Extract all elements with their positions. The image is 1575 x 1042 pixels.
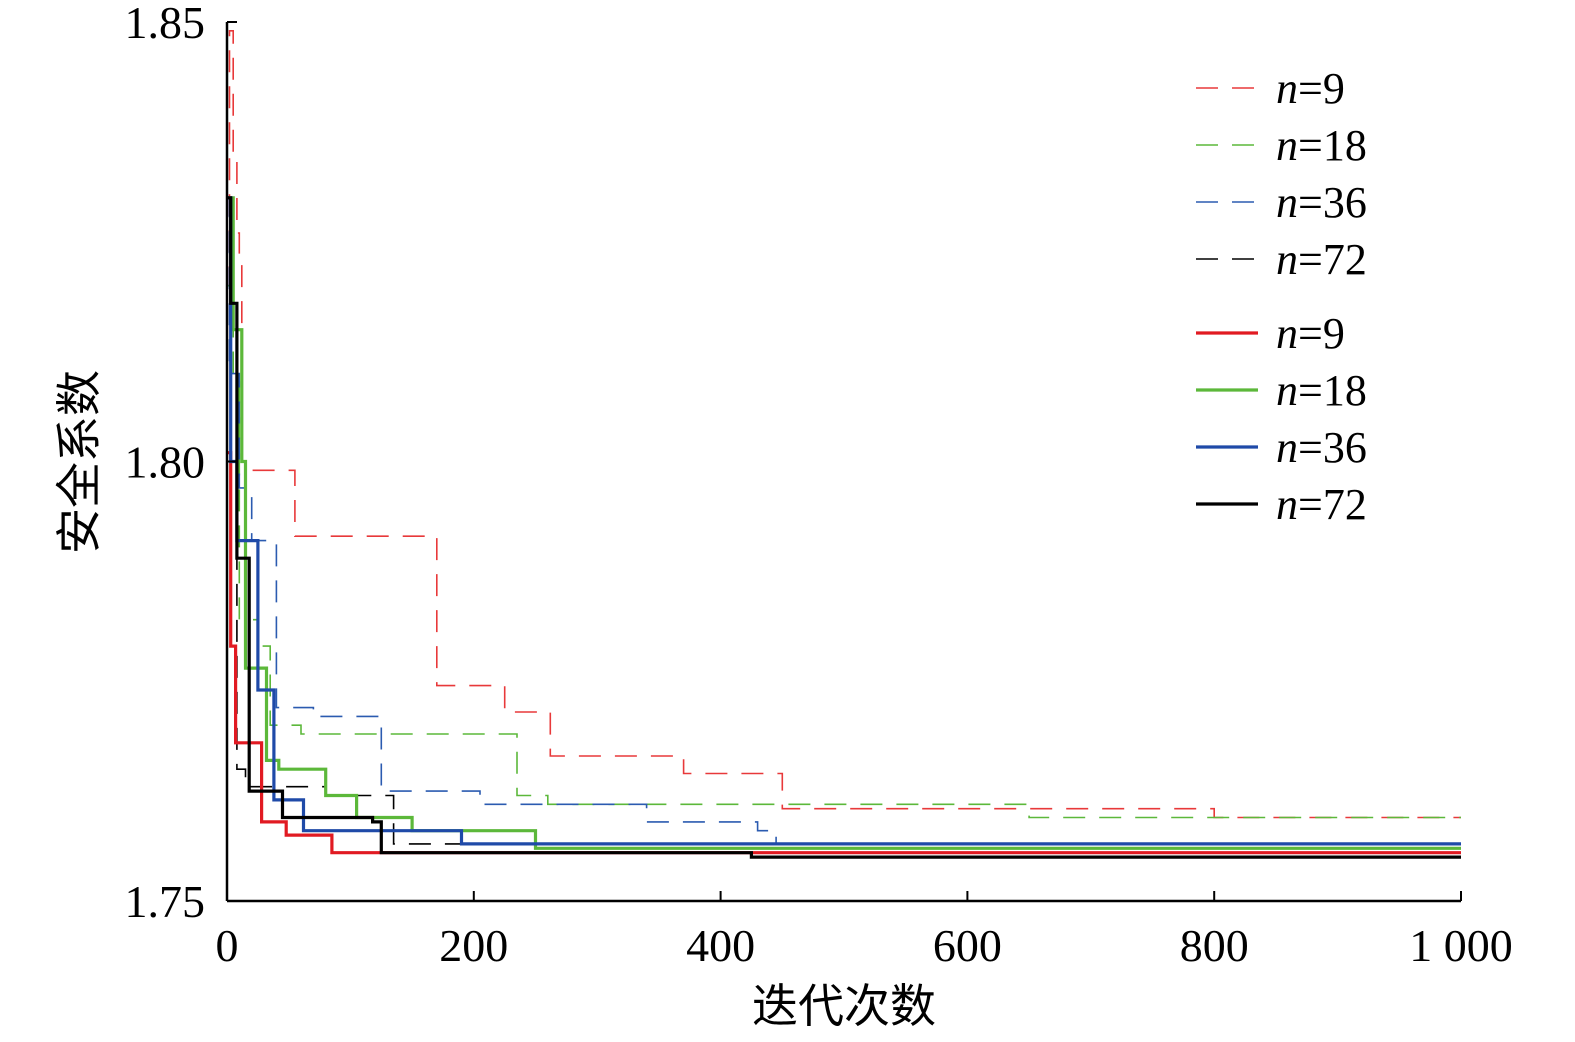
y-tick-label: 1.85 <box>125 0 206 48</box>
series-line-dashed-n36 <box>227 197 1461 845</box>
legend: n=9 n=18 n=36 n=72 n=9 n=18 n=36 n=72 <box>1196 64 1367 529</box>
legend-label: n=72 <box>1276 235 1367 284</box>
legend-item-dashed-n18: n=18 <box>1196 121 1367 170</box>
x-tick-label: 800 <box>1180 920 1249 971</box>
series-line-dashed-n18 <box>227 284 1461 819</box>
legend-label: n=72 <box>1276 480 1367 529</box>
x-tick-label: 1 000 <box>1409 920 1513 971</box>
y-tick-label: 1.75 <box>125 876 206 927</box>
series-line-solid-n9 <box>227 451 1461 855</box>
x-tick-label: 400 <box>686 920 755 971</box>
x-axis-title: 迭代次数 <box>752 979 936 1033</box>
legend-label: n=18 <box>1276 366 1367 415</box>
legend-label: n=36 <box>1276 423 1367 472</box>
legend-item-dashed-n9: n=9 <box>1196 64 1345 113</box>
legend-label: n=9 <box>1276 64 1345 113</box>
legend-item-solid-n9: n=9 <box>1196 309 1345 358</box>
x-tick-label: 0 <box>216 920 239 971</box>
series-line-dashed-n9 <box>227 29 1461 819</box>
legend-item-dashed-n72: n=72 <box>1196 235 1367 284</box>
y-axis-title: 安全系数 <box>52 370 106 554</box>
x-tick-label: 600 <box>933 920 1002 971</box>
tick-layer: 0 200 400 600 800 1 000 1.75 1.80 1.85 <box>125 0 1513 971</box>
series-line-solid-n18 <box>227 196 1461 850</box>
legend-item-solid-n18: n=18 <box>1196 366 1367 415</box>
legend-item-solid-n36: n=36 <box>1196 423 1367 472</box>
legend-label: n=9 <box>1276 309 1345 358</box>
legend-label: n=36 <box>1276 178 1367 227</box>
x-tick-label: 200 <box>439 920 508 971</box>
y-tick-label: 1.80 <box>125 437 206 488</box>
legend-label: n=18 <box>1276 121 1367 170</box>
series-line-solid-n72 <box>227 196 1461 859</box>
legend-item-solid-n72: n=72 <box>1196 480 1367 529</box>
legend-item-dashed-n36: n=36 <box>1196 178 1367 227</box>
